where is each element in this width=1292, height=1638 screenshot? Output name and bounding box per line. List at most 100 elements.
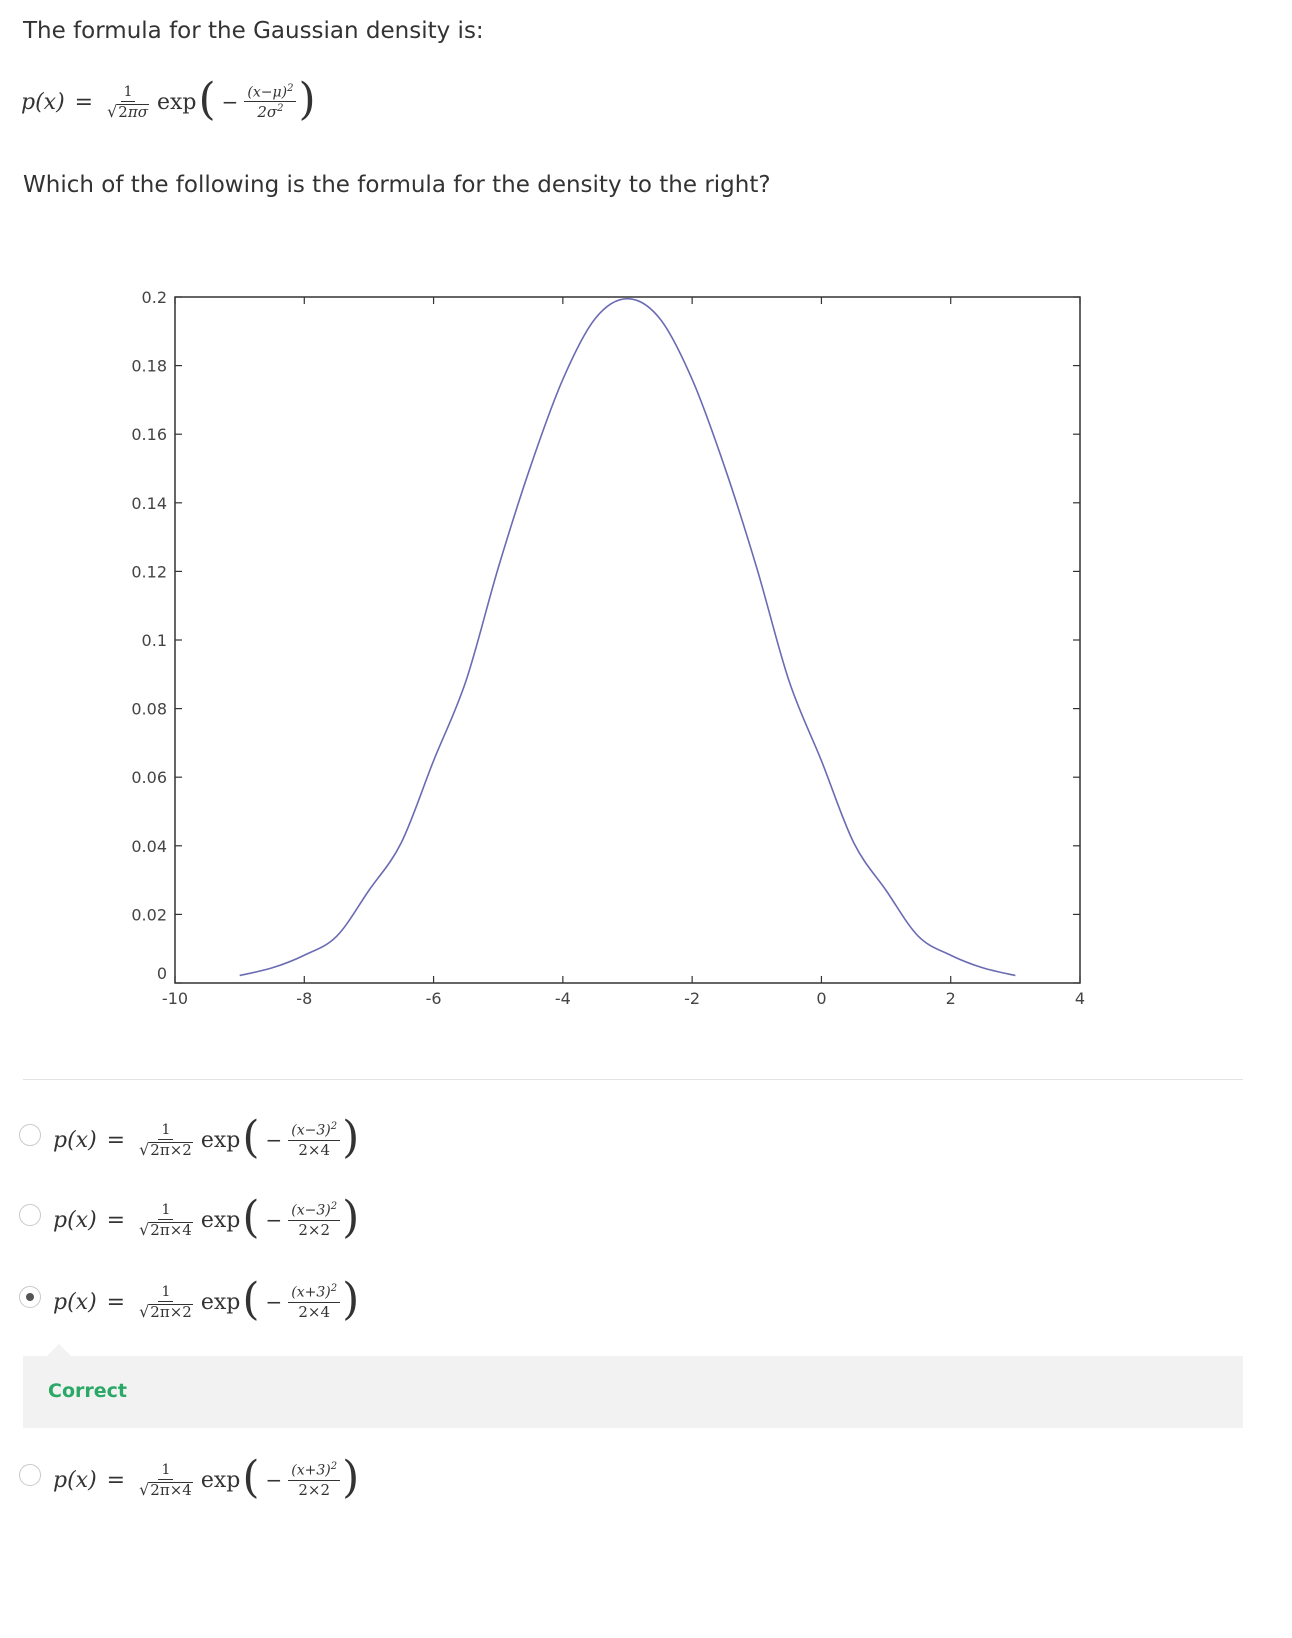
option-coefficient: 1 √ 2π×4 bbox=[139, 1463, 193, 1498]
option-lhs: p(x) bbox=[53, 1289, 97, 1315]
option-coef-denominator: 2π×4 bbox=[149, 1220, 193, 1239]
coef-den-symbols: πσ bbox=[127, 102, 148, 121]
x-tick-label: -2 bbox=[684, 989, 700, 1008]
sqrt-symbol: √ 2πσ bbox=[107, 101, 149, 121]
coef-den-number: 2 bbox=[118, 102, 128, 121]
option-minus: − bbox=[265, 1128, 283, 1152]
option-exp-numerator: (x+3) bbox=[291, 1462, 331, 1479]
y-tick-label: 0.12 bbox=[131, 562, 167, 581]
option-exp-numerator: (x−3) bbox=[291, 1122, 331, 1139]
option-minus: − bbox=[265, 1290, 283, 1314]
option-exp-denominator: 2×2 bbox=[298, 1220, 331, 1239]
left-paren: ( bbox=[242, 1274, 260, 1325]
option-exp-power: 2 bbox=[330, 1461, 338, 1473]
exponent-denominator: 2σ bbox=[257, 103, 278, 122]
option-exponent: (x+3)2 2×2 bbox=[288, 1461, 341, 1499]
formula-exp: exp bbox=[156, 89, 197, 115]
option-radio-3[interactable] bbox=[19, 1286, 41, 1308]
density-curve bbox=[239, 297, 1016, 977]
formula-coefficient: 1 √ 2πσ bbox=[107, 85, 149, 120]
x-tick-label: 4 bbox=[1075, 989, 1085, 1008]
option-exponent: (x−3)2 2×4 bbox=[288, 1121, 341, 1159]
option-radio-1[interactable] bbox=[19, 1124, 41, 1146]
divider bbox=[23, 1079, 1243, 1080]
right-paren: ) bbox=[342, 1274, 360, 1325]
option-coefficient: 1 √ 2π×2 bbox=[139, 1285, 193, 1320]
option-coefficient: 1 √ 2π×4 bbox=[139, 1203, 193, 1238]
option-exp-denominator: 2×4 bbox=[298, 1302, 331, 1321]
option-exp: exp bbox=[200, 1289, 241, 1315]
exponent-denominator-power: 2 bbox=[277, 103, 284, 115]
option-coef-numerator: 1 bbox=[158, 1203, 174, 1220]
option-formula-2[interactable]: p(x) = 1 √ 2π×4 exp(− (x−3)2 2×2) bbox=[53, 1192, 361, 1243]
option-formula-3[interactable]: p(x) = 1 √ 2π×2 exp(− (x+3)2 2×4) bbox=[53, 1274, 361, 1325]
option-minus: − bbox=[265, 1468, 283, 1492]
y-tick-label: 0.14 bbox=[131, 494, 167, 513]
x-tick-label: 0 bbox=[816, 989, 826, 1008]
option-coef-numerator: 1 bbox=[158, 1123, 174, 1140]
left-paren: ( bbox=[242, 1112, 260, 1163]
plot-frame bbox=[174, 296, 1081, 984]
option-coef-denominator: 2π×4 bbox=[149, 1480, 193, 1499]
option-radio-2[interactable] bbox=[19, 1204, 41, 1226]
sqrt-symbol: √ 2π×2 bbox=[139, 1301, 193, 1321]
x-tick-label: -10 bbox=[162, 989, 188, 1008]
option-coef-denominator: 2π×2 bbox=[149, 1302, 193, 1321]
y-tick-label: 0.04 bbox=[131, 837, 167, 856]
left-paren: ( bbox=[198, 74, 216, 125]
left-paren: ( bbox=[242, 1192, 260, 1243]
exponent-numerator: (x−μ) bbox=[247, 84, 288, 101]
option-exponent: (x−3)2 2×2 bbox=[288, 1201, 341, 1239]
option-exp-numerator: (x−3) bbox=[291, 1202, 331, 1219]
option-exp-power: 2 bbox=[330, 1283, 338, 1295]
feedback-correct-label: Correct bbox=[48, 1380, 127, 1402]
y-tick-label: 0.18 bbox=[131, 357, 167, 376]
feedback-box: Correct bbox=[23, 1344, 1243, 1428]
option-coef-numerator: 1 bbox=[158, 1285, 174, 1302]
coefficient-numerator: 1 bbox=[120, 85, 136, 102]
y-tick-label: 0.2 bbox=[142, 288, 167, 307]
option-minus: − bbox=[265, 1208, 283, 1232]
option-radio-4[interactable] bbox=[19, 1464, 41, 1486]
sqrt-symbol: √ 2π×4 bbox=[139, 1479, 193, 1499]
y-tick-label: 0 bbox=[157, 964, 167, 983]
formula-minus: − bbox=[221, 90, 239, 114]
x-tick-label: -8 bbox=[296, 989, 312, 1008]
formula-exponent: (x−μ)2 2σ2 bbox=[244, 82, 297, 122]
option-eq: = bbox=[106, 1127, 126, 1153]
option-eq: = bbox=[106, 1289, 126, 1315]
option-eq: = bbox=[106, 1207, 126, 1233]
option-formula-1[interactable]: p(x) = 1 √ 2π×2 exp(− (x−3)2 2×4) bbox=[53, 1112, 361, 1163]
option-exp-power: 2 bbox=[330, 1201, 338, 1213]
option-exp: exp bbox=[200, 1127, 241, 1153]
y-tick-label: 0.16 bbox=[131, 425, 167, 444]
option-lhs: p(x) bbox=[53, 1467, 97, 1493]
y-tick-label: 0.1 bbox=[142, 631, 167, 650]
question-intro: The formula for the Gaussian density is: bbox=[23, 18, 484, 44]
feedback-notch bbox=[47, 1344, 71, 1356]
x-tick-label: -6 bbox=[426, 989, 442, 1008]
y-tick-label: 0.08 bbox=[131, 700, 167, 719]
option-exp-denominator: 2×2 bbox=[298, 1480, 331, 1499]
option-exp-denominator: 2×4 bbox=[298, 1140, 331, 1159]
right-paren: ) bbox=[342, 1452, 360, 1503]
option-lhs: p(x) bbox=[53, 1127, 97, 1153]
radio-selected-dot bbox=[26, 1293, 34, 1301]
option-exp: exp bbox=[200, 1467, 241, 1493]
option-formula-4[interactable]: p(x) = 1 √ 2π×4 exp(− (x+3)2 2×2) bbox=[53, 1452, 361, 1503]
y-tick-label: 0.02 bbox=[131, 905, 167, 924]
y-tick-label: 0.06 bbox=[131, 768, 167, 787]
sqrt-symbol: √ 2π×4 bbox=[139, 1219, 193, 1239]
right-paren: ) bbox=[298, 74, 316, 125]
option-exp-power: 2 bbox=[330, 1121, 338, 1133]
formula-lhs: p(x) bbox=[21, 89, 65, 115]
formula-eq: = bbox=[74, 89, 94, 115]
x-tick-label: -4 bbox=[555, 989, 571, 1008]
right-paren: ) bbox=[342, 1192, 360, 1243]
option-coef-denominator: 2π×2 bbox=[149, 1140, 193, 1159]
option-exp: exp bbox=[200, 1207, 241, 1233]
option-lhs: p(x) bbox=[53, 1207, 97, 1233]
option-coefficient: 1 √ 2π×2 bbox=[139, 1123, 193, 1158]
exponent-numerator-power: 2 bbox=[287, 82, 294, 94]
density-chart: -10 -8 -6 -4 -2 0 2 4 0 0.02 0.04 0.06 0.08 0.1 0.12 0.… bbox=[131, 288, 1085, 1008]
